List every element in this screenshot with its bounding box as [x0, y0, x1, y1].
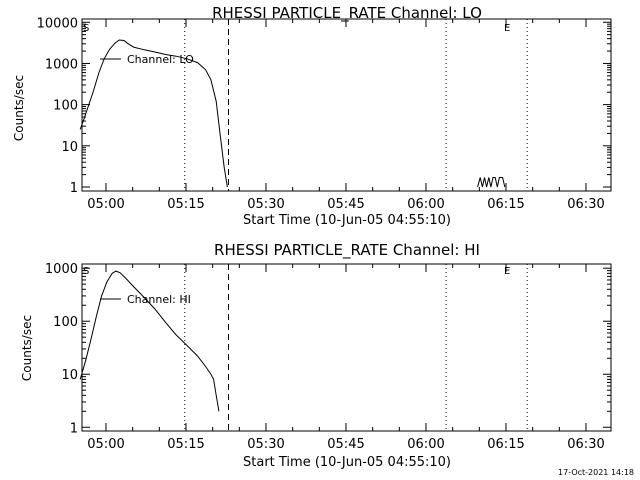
plot-area-hi: 1 10 100 1000 05:00 05:15 05:30 05:45 06:00 06:15…	[45, 262, 612, 452]
start-marker-hi: S	[83, 266, 89, 277]
series-line	[79, 270, 220, 412]
x-tick-label: 05:45	[327, 437, 364, 452]
x-tick-label: 05:15	[167, 437, 204, 452]
x-tick-label: 06:00	[407, 197, 444, 212]
chart-panel-hi: RHESSI PARTICLE_RATE Channel: HI Counts/…	[20, 241, 612, 470]
y-axis-label-lo: Counts/sec	[12, 75, 26, 141]
y-tick-label: 10000	[37, 16, 78, 31]
chart-title-hi: RHESSI PARTICLE_RATE Channel: HI	[214, 241, 480, 260]
chart-title-lo: RHESSI PARTICLE_RATE Channel: LO	[212, 4, 482, 23]
timestamp: 17-Oct-2021 14:18	[558, 468, 634, 477]
y-tick-label: 10	[61, 140, 78, 155]
series-line	[477, 177, 506, 188]
y-tick-label: 1000	[45, 262, 78, 277]
x-tick-label: 06:30	[567, 437, 604, 452]
x-tick-label: 06:15	[487, 197, 524, 212]
x-tick-label: 05:30	[247, 197, 284, 212]
plot-frame	[81, 18, 612, 192]
x-tick-label: 05:45	[327, 197, 364, 212]
end-marker-lo: E	[504, 23, 510, 34]
y-tick-label: 1	[70, 181, 78, 196]
x-tick-label: 06:00	[407, 437, 444, 452]
x-axis-label-hi: Start Time (10-Jun-05 04:55:10)	[243, 455, 451, 470]
y-tick-label: 100	[53, 99, 78, 114]
x-axis-label-lo: Start Time (10-Jun-05 04:55:10)	[243, 213, 451, 228]
x-tick-label: 05:00	[87, 437, 124, 452]
y-tick-label: 1	[70, 421, 78, 436]
y-tick-label: 1000	[45, 57, 78, 72]
x-tick-label: 05:15	[167, 197, 204, 212]
end-marker-hi: E	[504, 266, 510, 277]
y-axis-label-hi: Counts/sec	[20, 315, 34, 381]
legend-label-hi: Channel: HI	[127, 293, 191, 306]
x-tick-label: 05:30	[247, 437, 284, 452]
x-tick-label: 05:00	[87, 197, 124, 212]
series-line	[79, 39, 228, 188]
x-tick-label: 06:15	[487, 437, 524, 452]
x-tick-label: 06:30	[567, 197, 604, 212]
start-marker-lo: S	[83, 23, 89, 34]
chart-panel-lo: RHESSI PARTICLE_RATE Channel: LO Counts/…	[12, 4, 612, 228]
y-tick-label: 10	[61, 368, 78, 383]
plot-area-lo: 1 10 100 1000 10000 05:00 05:15 05:30 05:45 06:00…	[37, 16, 612, 212]
y-tick-label: 100	[53, 315, 78, 330]
legend-label-lo: Channel: LO	[127, 53, 194, 66]
plot-frame	[81, 263, 612, 432]
